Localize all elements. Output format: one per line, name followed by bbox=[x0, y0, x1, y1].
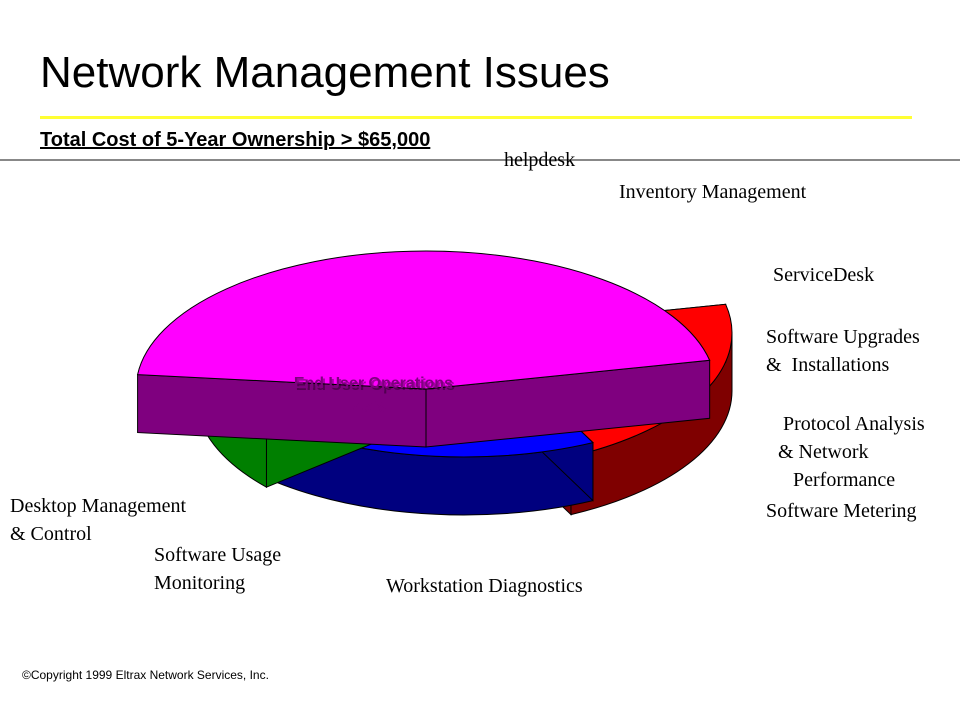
slice-label-shadow: End User Operations bbox=[296, 377, 455, 394]
slide-subtitle: Total Cost of 5-Year Ownership > $65,000 bbox=[40, 129, 431, 151]
annotation-helpdesk: helpdesk bbox=[504, 149, 576, 171]
pie-slice-top bbox=[136, 250, 711, 390]
annotation-desktop-management: Desktop Management & Control bbox=[10, 495, 187, 545]
annotation-inventory-management: Inventory Management bbox=[619, 181, 807, 203]
annotation-software-metering: Software Metering bbox=[766, 500, 917, 522]
slice-label-end-user-operations: End User Operations bbox=[294, 375, 453, 392]
copyright-notice: ©Copyright 1999 Eltrax Network Services,… bbox=[22, 668, 269, 682]
slice-value-end-user-operations: 45% bbox=[353, 399, 385, 416]
annotation-servicedesk: ServiceDesk bbox=[773, 264, 875, 286]
slide-title: Network Management Issues bbox=[40, 48, 610, 97]
annotation-protocol-analysis: Protocol Analysis & Network Performance bbox=[778, 413, 925, 491]
annotation-workstation-diagnostics: Workstation Diagnostics bbox=[386, 575, 583, 597]
title-underline bbox=[40, 116, 912, 119]
annotation-software-upgrades: Software Upgrades & Installations bbox=[766, 326, 920, 376]
header-divider bbox=[0, 159, 960, 161]
annotation-software-usage: Software Usage Monitoring bbox=[154, 544, 282, 594]
